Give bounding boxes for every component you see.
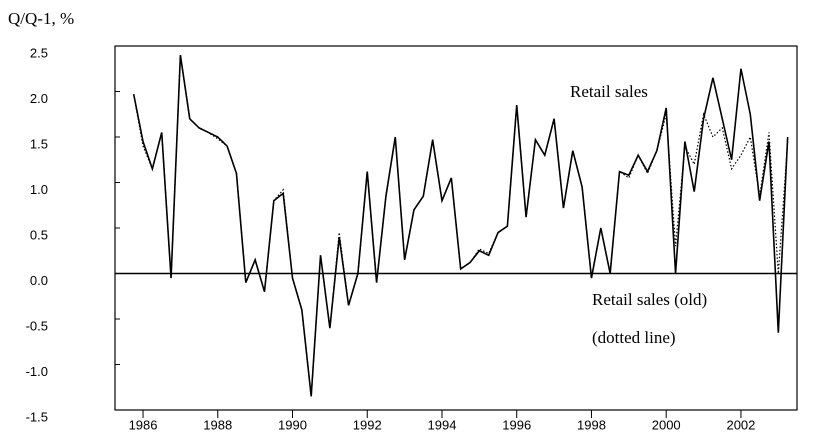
y-tick-label: -0.5 [26, 318, 48, 333]
annotation: Retail sales (old) [592, 290, 707, 309]
y-tick-label: 2.0 [30, 91, 48, 106]
annotation: (dotted line) [592, 328, 676, 347]
x-tick-label: 1998 [577, 417, 606, 432]
y-axis-label: Q/Q-1, % [8, 9, 74, 28]
x-tick-label: 1992 [353, 417, 382, 432]
series-line [132, 54, 789, 397]
x-tick-label: 2002 [726, 417, 755, 432]
y-tick-label: 1.5 [30, 136, 48, 151]
x-tick-label: 1988 [203, 417, 232, 432]
series-line [133, 55, 789, 397]
y-tick-label: -1.0 [26, 364, 48, 379]
x-tick-label: 2000 [652, 417, 681, 432]
y-tick-label: 1.0 [30, 182, 48, 197]
annotation: Retail sales [570, 82, 648, 101]
x-tick-label: 1996 [502, 417, 531, 432]
x-tick-label: 1994 [428, 417, 457, 432]
y-tick-label: 2.5 [30, 45, 48, 60]
x-tick-label: 1990 [278, 417, 307, 432]
y-tick-label: 0.5 [30, 227, 48, 242]
x-tick-label: 1986 [129, 417, 158, 432]
y-tick-label: -1.5 [26, 409, 48, 424]
y-tick-label: 0.0 [30, 273, 48, 288]
